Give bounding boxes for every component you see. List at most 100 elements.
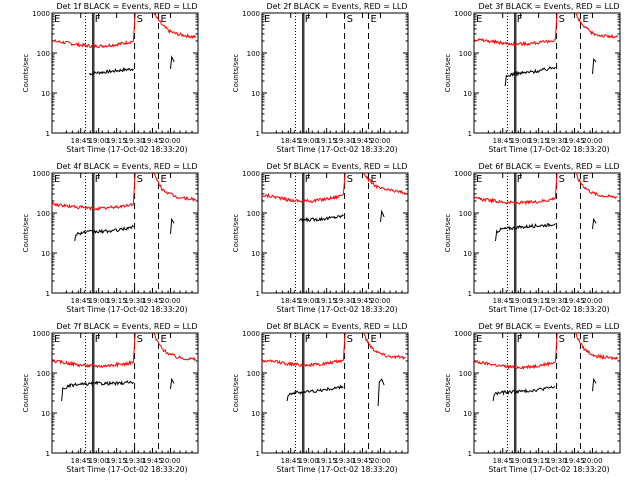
lld-series-line [474,13,558,48]
x-tick-label: 19:00 [511,297,531,305]
lld-series-line [363,333,406,361]
y-tick-label: 100 [37,210,50,218]
x-tick-label: 19:45 [564,457,584,465]
y-tick-label: 1000 [454,170,472,178]
interval-marker-label: E [371,334,377,345]
x-tick-label: 20:00 [160,457,180,465]
panel-title: Det 1f BLACK = Events, RED = LLD [56,2,197,11]
interval-marker-label: E [54,174,60,185]
x-tick-label: 19:00 [511,457,531,465]
plot-frame [51,332,199,454]
y-tick-label: 10 [251,250,260,258]
interval-marker-label: E [371,174,377,185]
lld-series-line [474,333,558,370]
x-tick-label: 20:00 [160,297,180,305]
x-tick-label: 19:45 [352,137,372,145]
panel-3: Det 3f BLACK = Events, RED = LLD 1 10 100 10… [444,2,621,154]
x-tick-label: 19:15 [529,457,549,465]
y-axis-label: Counts/sec [22,214,30,253]
interval-marker-label: E [371,14,377,25]
y-tick-label: 1 [46,450,50,458]
lld-series-line [262,173,346,204]
interval-marker-label: E [161,334,167,345]
interval-marker-label: E [476,334,482,345]
interval-marker-label: S [347,14,353,25]
events-series-line [286,384,344,402]
events-series-line [592,57,597,74]
x-tick-label: 19:15 [529,137,549,145]
x-tick-label: 19:15 [107,457,127,465]
panel-title: Det 7f BLACK = Events, RED = LLD [56,322,197,331]
y-tick-label: 100 [247,50,260,58]
interval-marker-label: F [517,174,523,185]
x-tick-label: 19:15 [107,137,127,145]
panel-title: Det 8f BLACK = Events, RED = LLD [266,322,407,331]
x-tick-label: 19:30 [124,137,144,145]
y-tick-label: 10 [41,250,50,258]
interval-marker-label: E [476,174,482,185]
y-tick-label: 100 [247,370,260,378]
y-tick-label: 1 [468,450,472,458]
x-tick-label: 19:00 [299,297,319,305]
x-tick-label: 19:30 [124,297,144,305]
panel-9: Det 9f BLACK = Events, RED = LLD 1 10 100 10… [444,322,621,474]
events-series-line [380,209,385,222]
panel-5: Det 5f BLACK = Events, RED = LLD 1 10 100 10… [232,162,409,314]
x-axis-label: Start Time (17-Oct-02 18:33:20) [276,305,397,314]
x-axis-label: Start Time (17-Oct-02 18:33:20) [66,465,187,474]
interval-marker-label: F [305,14,311,25]
x-tick-label: 20:00 [582,137,602,145]
y-axis-label: Counts/sec [232,214,240,253]
interval-marker-label: F [305,334,311,345]
x-tick-label: 19:00 [89,297,109,305]
x-tick-label: 19:00 [299,457,319,465]
y-tick-label: 1000 [454,330,472,338]
panel-title: Det 4f BLACK = Events, RED = LLD [56,162,197,171]
x-tick-label: 19:45 [564,137,584,145]
plot-frame [261,12,409,134]
x-tick-label: 20:00 [370,297,390,305]
panel-title: Det 6f BLACK = Events, RED = LLD [478,162,619,171]
panel-title: Det 9f BLACK = Events, RED = LLD [478,322,619,331]
events-series-line [170,55,175,69]
plot-frame [51,12,199,134]
y-tick-label: 10 [251,90,260,98]
lld-series-line [262,333,346,368]
x-tick-label: 19:45 [352,457,372,465]
events-series-line [492,385,556,402]
plot-frame [261,172,409,294]
x-tick-label: 19:30 [546,457,566,465]
x-axis-label: Start Time (17-Oct-02 18:33:20) [66,145,187,154]
events-series-line [495,222,556,242]
lld-series-line [363,173,407,196]
x-tick-label: 18:45 [71,457,91,465]
interval-marker-label: E [54,334,60,345]
y-tick-label: 100 [459,210,472,218]
interval-marker-label: F [95,174,101,185]
lld-series-line [153,333,196,362]
plot-frame [261,332,409,454]
lld-series-line [474,173,558,206]
plot-frame [473,172,621,294]
interval-marker-label: E [54,14,60,25]
interval-marker-label: F [305,174,311,185]
interval-marker-label: S [559,174,565,185]
y-tick-label: 1 [256,450,260,458]
x-tick-label: 19:30 [334,457,354,465]
interval-marker-label: E [583,14,589,25]
lld-series-line [575,173,618,200]
interval-marker-label: S [347,174,353,185]
x-tick-label: 19:30 [124,457,144,465]
y-tick-label: 100 [37,370,50,378]
interval-marker-label: S [137,14,143,25]
y-tick-label: 1000 [32,330,50,338]
y-axis-label: Counts/sec [444,374,452,413]
y-tick-label: 1000 [32,10,50,18]
lld-series-line [153,13,197,39]
y-tick-label: 1000 [32,170,50,178]
events-series-line [61,380,134,402]
x-tick-label: 18:45 [493,137,513,145]
x-tick-label: 19:45 [564,297,584,305]
x-axis-label: Start Time (17-Oct-02 18:33:20) [276,465,397,474]
